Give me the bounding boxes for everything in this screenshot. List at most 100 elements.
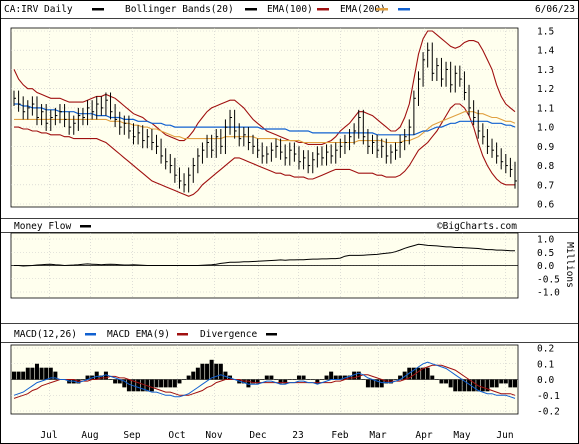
price-y-tick: 0.7 (537, 180, 554, 191)
divergence-bar (168, 379, 173, 388)
divergence-bar (12, 371, 16, 380)
divergence-bar (108, 379, 113, 380)
divergence-bar (214, 363, 219, 380)
divergence-bar (513, 379, 517, 388)
divergence-bar (34, 363, 39, 380)
divergence-bar (182, 379, 187, 380)
price-y-tick: 0.6 (537, 200, 554, 211)
divergence-bar (191, 371, 196, 380)
divergence-bar (485, 379, 490, 392)
x-tick-label: Feb (331, 430, 348, 441)
price-y-tick: 1.3 (537, 65, 554, 76)
divergence-bar (205, 363, 210, 380)
x-tick-label: Jun (496, 430, 513, 441)
divergence-bar (301, 375, 306, 380)
divergence-bar (126, 379, 131, 392)
divergence-bar (315, 379, 320, 384)
ema200-line (14, 103, 516, 136)
price-y-tick: 1.1 (537, 103, 554, 114)
x-tick-label: Sep (123, 430, 140, 441)
divergence-bar (467, 379, 472, 392)
divergence-bar (94, 371, 99, 380)
divergence-bar (260, 379, 265, 380)
watermark: ©BigCharts.com (437, 221, 517, 232)
divergence-bar (324, 375, 329, 380)
divergence-bar (30, 367, 35, 380)
divergence-bar (338, 375, 343, 380)
divergence-bar (140, 379, 145, 392)
divergence-bar (490, 379, 495, 388)
divergence-bar (209, 359, 214, 380)
divergence-bar (195, 367, 200, 380)
bollinger-lower-line (14, 103, 515, 197)
divergence-bar (154, 379, 159, 388)
divergence-bar (25, 367, 30, 380)
divergence-bar (246, 379, 251, 388)
divergence-bar (44, 367, 49, 380)
price-y-tick: 1.5 (537, 27, 554, 38)
divergence-bar (453, 379, 458, 392)
money-flow-y-tick: -0.5 (537, 274, 560, 285)
divergence-bar (159, 379, 164, 388)
divergence-bar (122, 379, 127, 388)
chart-date: 6/06/23 (535, 4, 575, 15)
money-flow-line (14, 243, 515, 267)
divergence-bar (434, 379, 439, 380)
divergence-bar (310, 379, 315, 380)
macd-ema-line (13, 364, 516, 399)
legend-swatch-bollinger (245, 8, 257, 11)
divergence-bar (379, 379, 384, 388)
legend-swatch-ema100 (317, 8, 329, 11)
legend-ema200: EMA(200) (340, 4, 386, 15)
legend-swatch-price (92, 8, 104, 11)
divergence-bar (163, 379, 168, 388)
macd-line (13, 361, 516, 399)
legend-macd-ema: MACD EMA(9) (107, 329, 170, 340)
x-tick-label: Dec (249, 430, 266, 441)
legend-macd: MACD(12,26) (14, 329, 77, 340)
divergence-bar (287, 379, 292, 380)
macd-y-tick: -0.1 (537, 391, 560, 402)
divergence-bar (269, 375, 274, 380)
macd-y-tick: 0.1 (537, 359, 554, 370)
legend-swatch-money-flow (80, 225, 91, 228)
divergence-bar (411, 367, 416, 380)
divergence-bar (218, 363, 223, 380)
divergence-bar (149, 379, 154, 392)
divergence-bar (329, 371, 334, 380)
legend-money-flow: Money Flow (14, 221, 71, 232)
ema100-line (14, 111, 516, 144)
divergence-bar (48, 367, 53, 380)
divergence-bar (333, 375, 338, 380)
divergence-bar (471, 379, 476, 392)
money-flow-y-tick: 0.0 (537, 261, 554, 272)
divergence-bar (370, 379, 375, 388)
divergence-bar (494, 379, 499, 388)
divergence-bar (223, 371, 228, 380)
macd-y-tick: -0.2 (537, 407, 560, 418)
divergence-bar (255, 379, 260, 384)
divergence-bar (53, 371, 58, 380)
price-y-tick: 0.9 (537, 142, 554, 153)
x-tick-label: Jul (40, 430, 57, 441)
x-tick-label: 23 (292, 430, 303, 441)
divergence-bar (508, 379, 513, 388)
x-tick-label: May (453, 430, 470, 441)
divergence-bar (292, 379, 297, 380)
x-tick-label: Aug (81, 430, 98, 441)
divergence-bar (448, 379, 453, 388)
divergence-bar (352, 371, 357, 380)
legend-bollinger: Bollinger Bands(20) (125, 4, 234, 15)
divergence-bar (375, 379, 380, 388)
legend-swatch-divergence (266, 333, 277, 336)
divergence-bar (85, 375, 90, 380)
price-y-tick: 0.8 (537, 161, 554, 172)
divergence-bar (264, 375, 269, 380)
price-y-tick: 1.2 (537, 84, 554, 95)
divergence-bar (39, 367, 44, 380)
divergence-bar (21, 371, 26, 380)
divergence-bar (439, 379, 444, 384)
legend-swatch-ema200 (376, 8, 388, 11)
